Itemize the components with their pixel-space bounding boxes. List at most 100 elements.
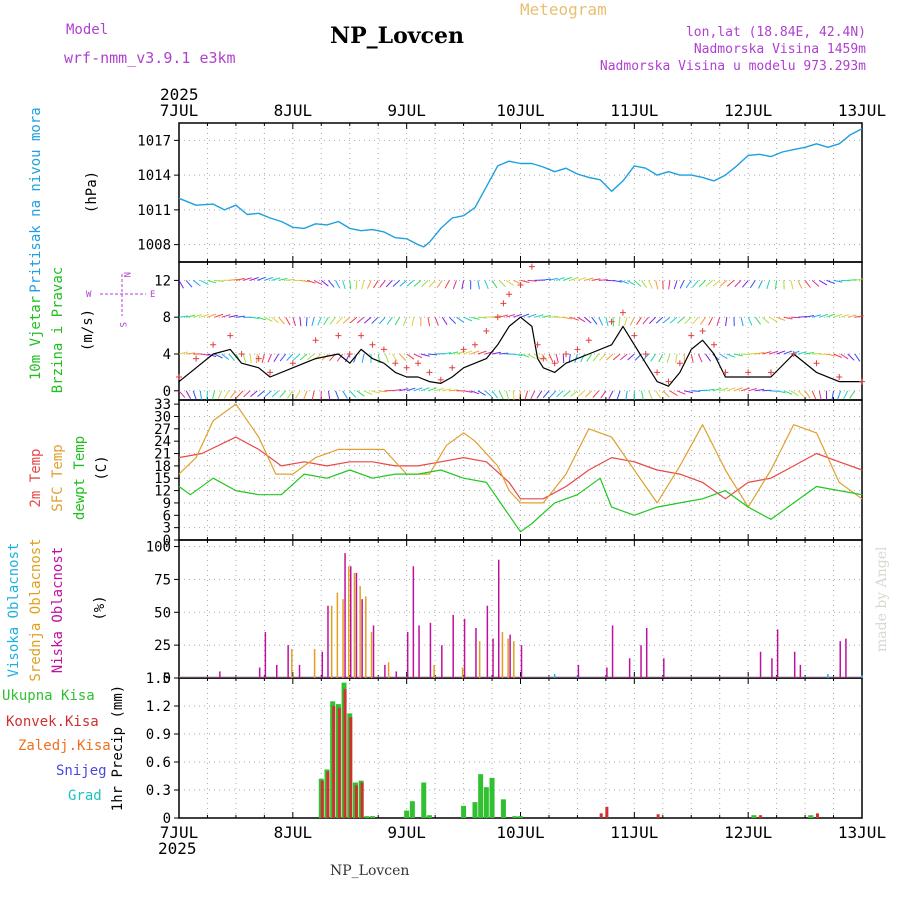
wind-arrow — [342, 316, 351, 324]
year-top: 2025 — [160, 85, 199, 104]
wind-arrow — [570, 316, 579, 321]
precip-total-bar — [409, 801, 415, 818]
wind-arrow — [548, 353, 554, 363]
wind-arrow — [386, 316, 393, 325]
wind-arrow — [684, 316, 692, 324]
wind-arrow — [185, 280, 193, 288]
wind-arrow — [299, 317, 302, 327]
wind-arrow — [776, 316, 786, 321]
top-day-label: 8JUL — [274, 101, 313, 120]
wind-arrow — [655, 316, 664, 324]
wind-arrow — [356, 390, 365, 397]
y-tick-label: 0.6 — [146, 755, 171, 771]
bottom-day-label: 8JUL — [274, 823, 313, 842]
precip-conv-bar — [815, 813, 819, 818]
wind-arrow — [392, 388, 402, 392]
cloud-label-3: Niska Oblacnost — [50, 547, 66, 673]
y-tick-label: 75 — [154, 572, 171, 588]
wind-arrow — [826, 313, 836, 318]
gust-marker — [540, 355, 547, 362]
meteogram-label: Meteogram — [520, 0, 607, 19]
gust-marker — [563, 351, 570, 357]
wind-arrow — [790, 280, 794, 290]
wind-arrow — [847, 279, 857, 281]
wind-arrow — [257, 390, 265, 397]
coords-label: lon,lat (18.84E, 42.4N) — [686, 25, 866, 40]
wind-arrow — [712, 387, 722, 392]
wind-arrow — [484, 390, 493, 398]
precip-conv-bar — [337, 707, 341, 818]
wind-arrow — [329, 316, 336, 325]
wind-arrow — [592, 390, 600, 398]
y-tick-label: 18 — [154, 459, 171, 475]
precip-conv-bar — [605, 806, 609, 818]
wind-arrow — [349, 280, 352, 290]
gust-marker — [699, 328, 706, 334]
dewpt-line — [178, 469, 863, 533]
wind-arrow — [608, 390, 614, 400]
wind-arrow — [849, 390, 856, 399]
wind-arrow — [563, 316, 573, 320]
year-bottom: 2025 — [158, 839, 197, 858]
wind-arrow — [716, 317, 721, 326]
wind-arrow — [563, 276, 572, 281]
gust-marker — [585, 337, 592, 344]
gust-marker — [574, 346, 581, 353]
wind-arrow — [499, 352, 509, 355]
wind-arrow — [178, 315, 188, 318]
wind-arrow — [498, 280, 506, 288]
y-tick-label: 0.9 — [146, 727, 171, 743]
wind-arrow — [349, 316, 358, 324]
y-tick-label: 1011 — [137, 203, 171, 219]
bottom-day-label: 10JUL — [496, 823, 544, 842]
wind-arrow — [555, 353, 559, 363]
compass-w: W — [86, 290, 92, 300]
wind-arrow — [749, 280, 756, 289]
y-tick-label: 25 — [154, 638, 171, 654]
wind-arrow — [235, 315, 245, 318]
wind-arrow — [392, 280, 400, 287]
wind-arrow — [527, 313, 537, 318]
wind-arrow — [406, 280, 415, 287]
elevation-label: Nadmorska Visina 1459m — [694, 42, 866, 57]
gust-marker — [642, 351, 649, 357]
wind-arrow — [199, 390, 202, 400]
temp-label-3: dewpt Temp — [72, 436, 88, 520]
wind-arrow — [826, 279, 836, 285]
gust-marker — [500, 300, 507, 307]
wind-arrow — [366, 280, 372, 289]
wind-arrow — [541, 314, 551, 318]
wind-arrow — [278, 316, 285, 325]
wind-arrow — [666, 353, 671, 363]
wind-arrow — [819, 279, 828, 286]
wind-arrow — [192, 280, 201, 287]
wind-arrow — [243, 390, 251, 398]
wind-arrow — [317, 317, 322, 326]
wind-arrow — [279, 390, 287, 398]
gust-marker — [745, 369, 752, 376]
y-tick-label: 0 — [163, 811, 171, 827]
wind-arrow — [548, 315, 558, 318]
gust-marker — [312, 337, 319, 344]
wind-arrow — [762, 389, 772, 392]
bottom-day-label: 12JUL — [724, 823, 772, 842]
precip-total-bar — [512, 816, 518, 818]
gust-marker — [267, 369, 274, 376]
wind-arrow — [313, 279, 323, 286]
wind-arrow — [584, 277, 594, 281]
wind-arrow — [700, 316, 706, 325]
y-tick-label: 3 — [163, 521, 171, 537]
wind-arrow — [648, 390, 653, 400]
wind-arrow — [427, 387, 437, 392]
pressure-unit: (hPa) — [84, 171, 100, 213]
gust-marker — [415, 360, 422, 367]
wind-arrow — [740, 387, 750, 392]
bottom-day-label: 13JUL — [838, 823, 886, 842]
y-tick-label: 100 — [146, 540, 171, 556]
bottom-day-label: 11JUL — [610, 823, 658, 842]
wind-arrow — [463, 350, 473, 355]
wind-arrow — [399, 280, 407, 287]
wind-arrow — [335, 390, 340, 400]
cloud-label-1: Visoka Oblacnost — [6, 543, 22, 678]
wind-arrow — [847, 353, 855, 361]
